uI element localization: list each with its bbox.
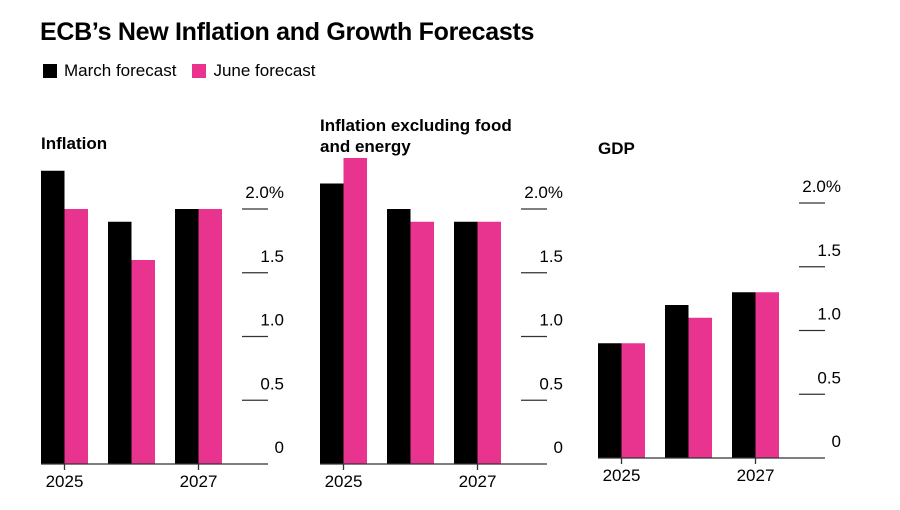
legend-swatch-june bbox=[192, 64, 207, 78]
bar-march-2025 bbox=[41, 170, 65, 464]
y-tick-label: 0 bbox=[554, 438, 563, 457]
legend-swatch-march bbox=[43, 64, 57, 78]
panel-title: Inflation bbox=[41, 134, 107, 153]
y-tick-label: 0 bbox=[275, 438, 284, 457]
bar-june-2027 bbox=[198, 209, 222, 464]
bar-march-2027 bbox=[175, 209, 199, 464]
bar-june-2027 bbox=[755, 292, 779, 458]
y-tick-label: 0.5 bbox=[817, 368, 841, 387]
panel-1: Inflation 0 0.5 1.0 1.5 2.0% 2025 2027 bbox=[41, 134, 284, 491]
bar-march-2026 bbox=[387, 209, 411, 464]
y-tick-label: 2.0% bbox=[802, 177, 841, 196]
y-tick-label: 1.5 bbox=[817, 241, 841, 260]
legend-label-june: June forecast bbox=[213, 61, 316, 80]
x-tick-label: 2027 bbox=[737, 466, 775, 485]
bar-june-2025 bbox=[64, 209, 88, 464]
legend-label-march: March forecast bbox=[64, 61, 177, 80]
y-tick-label: 1.5 bbox=[260, 247, 284, 266]
y-tick-label: 2.0% bbox=[524, 183, 563, 202]
legend: March forecast June forecast bbox=[43, 61, 332, 81]
panel-title: Inflation excluding food bbox=[320, 116, 512, 135]
y-tick-label: 0.5 bbox=[539, 374, 563, 393]
bar-june-2026 bbox=[410, 221, 434, 464]
x-tick-label: 2027 bbox=[459, 472, 497, 491]
bar-march-2025 bbox=[598, 343, 622, 458]
bar-june-2026 bbox=[688, 317, 712, 458]
panel-3: GDP 0 0.5 1.0 1.5 2.0% 2025 2027 bbox=[598, 139, 841, 485]
x-tick-label: 2027 bbox=[180, 472, 218, 491]
y-tick-label: 1.5 bbox=[539, 247, 563, 266]
x-tick-label: 2025 bbox=[325, 472, 363, 491]
panel-title: GDP bbox=[598, 139, 635, 158]
x-tick-label: 2025 bbox=[603, 466, 641, 485]
bar-march-2026 bbox=[665, 305, 689, 458]
bar-june-2025 bbox=[343, 158, 367, 464]
panel-2: Inflation excluding food and energy 0 0.5 1.… bbox=[320, 116, 563, 491]
legend-item-june: June forecast bbox=[192, 61, 316, 81]
y-tick-label: 0.5 bbox=[260, 374, 284, 393]
y-tick-label: 1.0 bbox=[817, 305, 841, 324]
bar-march-2027 bbox=[454, 221, 478, 464]
chart-title: ECB’s New Inflation and Growth Forecasts bbox=[40, 18, 535, 46]
legend-item-march: March forecast bbox=[43, 61, 176, 81]
bar-march-2026 bbox=[108, 221, 132, 464]
y-tick-label: 0 bbox=[832, 432, 841, 451]
bar-march-2025 bbox=[320, 183, 344, 464]
bar-june-2027 bbox=[477, 221, 501, 464]
y-tick-label: 1.0 bbox=[539, 311, 563, 330]
bar-june-2026 bbox=[131, 260, 155, 464]
bar-march-2027 bbox=[732, 292, 756, 458]
bar-june-2025 bbox=[621, 343, 645, 458]
y-tick-label: 2.0% bbox=[245, 183, 284, 202]
x-tick-label: 2025 bbox=[46, 472, 84, 491]
panel-title: and energy bbox=[320, 137, 411, 156]
y-tick-label: 1.0 bbox=[260, 311, 284, 330]
